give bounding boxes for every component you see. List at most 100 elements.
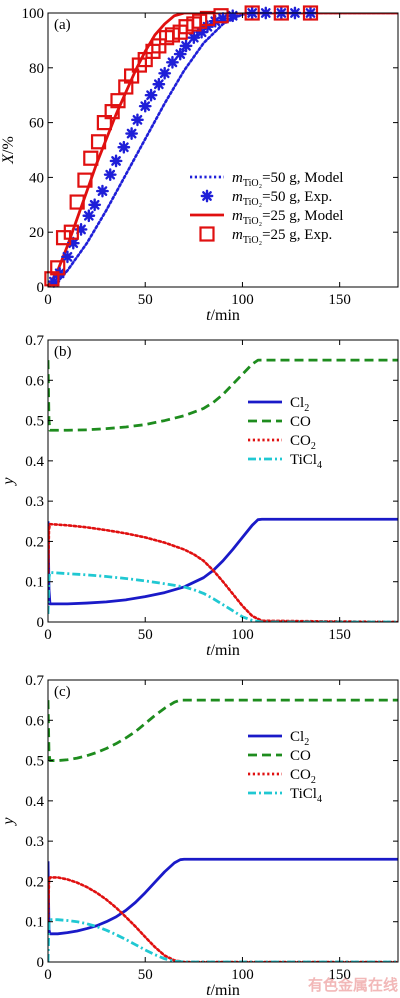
series-co-line xyxy=(48,698,398,762)
legend-label: mTiO₂=50 g, Model xyxy=(232,170,343,189)
series-m-tio2-50-g-model-line xyxy=(48,13,398,287)
legend-label: CO2 xyxy=(290,433,316,452)
legend-item: Cl2 xyxy=(248,729,309,748)
legend-item: mTiO₂=50 g, Model xyxy=(190,170,343,189)
series-m-tio2-25-g-exp-point xyxy=(96,114,112,131)
legend-label: Cl2 xyxy=(290,729,309,748)
y-tick-label: 0.3 xyxy=(25,834,44,850)
y-tick-label: 0.4 xyxy=(25,794,44,810)
series-m-tio2-50-g-exp-point xyxy=(173,47,187,61)
legend-item: CO2 xyxy=(248,767,316,786)
x-tick-label: 50 xyxy=(138,292,153,308)
legend-label-sub: 2 xyxy=(304,737,309,748)
legend-label: CO xyxy=(290,748,311,764)
y-tick-label: 0.5 xyxy=(25,754,44,770)
chart-panel-b: 0 50 100 150 0 0.1 0.2 0.3 0.4 0.5 0.6 0.7 (b) t/min y… xyxy=(0,333,399,659)
legend-label-sub: 2 xyxy=(304,403,309,414)
series-m-tio2-50-g-exp-point xyxy=(109,154,123,168)
legend-item: CO2 xyxy=(248,433,316,452)
legend-label-sub: TiO₂ xyxy=(243,235,262,246)
legend-label-main: Cl xyxy=(290,395,304,411)
x-tick-label: 150 xyxy=(328,967,351,983)
series-m-tio2-50-g-exp-point xyxy=(166,55,179,69)
y-tick-label: 0 xyxy=(37,955,45,971)
panel-label: (a) xyxy=(54,17,71,33)
y-tick-label: 60 xyxy=(29,116,44,132)
panel-label: (b) xyxy=(54,344,72,360)
x-axis-label-var: t xyxy=(206,642,211,659)
x-tick-label: 50 xyxy=(138,627,153,643)
series-m-tio2-25-g-exp-point xyxy=(137,51,153,68)
legend-label-rest: =25 g, Model xyxy=(262,208,343,224)
series-cl2-line xyxy=(48,517,398,606)
y-tick-label: 100 xyxy=(22,6,45,22)
series-m-tio2-25-g-exp-point xyxy=(151,38,167,54)
legend-label: mTiO₂=25 g, Model xyxy=(232,208,343,227)
legend-label: CO xyxy=(290,414,311,430)
y-tick-label: 80 xyxy=(29,61,44,77)
chart-panel-a: 0 50 100 150020406080100(a)t/minX/%mTiO₂=50… xyxy=(0,5,399,324)
legend-label-sub: 4 xyxy=(317,460,322,471)
legend-label-sub: TiO₂ xyxy=(243,197,262,208)
legend-swatch xyxy=(200,189,214,203)
y-axis-label-var: y xyxy=(0,817,17,827)
y-axis-label-unit: /% xyxy=(0,136,17,154)
x-axis-label-unit: /min xyxy=(211,307,240,324)
legend-item: TiCl4 xyxy=(248,786,322,805)
legend-item: mTiO₂=25 g, Exp. xyxy=(199,226,332,246)
legend-label-main: m xyxy=(232,208,243,224)
series-m-tio2-25-g-exp-point xyxy=(164,27,181,43)
legend-label-sub: 2 xyxy=(311,441,316,452)
legend-label-rest: =50 g, Model xyxy=(262,170,343,186)
legend-label-sub: TiO₂ xyxy=(243,216,262,227)
y-tick-label: 0 xyxy=(37,280,45,296)
legend-label-rest: =25 g, Exp. xyxy=(262,227,332,243)
y-tick-label: 40 xyxy=(29,170,44,186)
y-tick-label: 0.2 xyxy=(25,534,44,550)
legend-label-main: CO xyxy=(290,414,311,430)
legend-item: CO xyxy=(248,414,311,430)
series-m-tio2-50-g-exp-point xyxy=(158,66,172,80)
legend-label-sub: 4 xyxy=(317,794,322,805)
watermark: 有色金属在线 xyxy=(308,976,398,994)
x-tick-label: 150 xyxy=(328,292,351,308)
legend-label-main: m xyxy=(232,189,243,205)
legend-label-main: CO xyxy=(290,433,311,449)
series-m-tio2-25-g-exp-point xyxy=(50,260,66,276)
legend-label: mTiO₂=50 g, Exp. xyxy=(232,189,332,208)
x-axis-label-unit: /min xyxy=(211,642,240,659)
y-axis-label-var: y xyxy=(0,477,17,487)
x-axis-label: t/min xyxy=(206,982,240,998)
series-m-tio2-50-g-exp-point xyxy=(96,184,109,198)
series-m-tio2-50-g-exp-point xyxy=(61,250,74,264)
legend-label-rest: =50 g, Exp. xyxy=(262,189,332,205)
legend-item: mTiO₂=50 g, Exp. xyxy=(200,189,332,208)
series-m-tio2-50-g-exp-point xyxy=(187,31,201,45)
series-ticl4-line xyxy=(48,571,398,622)
series-m-tio2-50-g-exp-point xyxy=(152,77,166,91)
legend-label: Cl2 xyxy=(290,395,309,414)
legend-label-sub: TiO₂ xyxy=(243,178,262,189)
series-ticl4-line xyxy=(48,918,398,962)
legend-label-main: TiCl xyxy=(290,786,317,802)
series-co-line xyxy=(48,358,398,432)
series-m-tio2-50-g-exp-point xyxy=(138,99,152,113)
y-tick-label: 0.1 xyxy=(25,915,44,931)
plot-frame xyxy=(47,12,399,288)
legend-swatch xyxy=(199,226,215,242)
chart-panel-c: 0 50 100 150 0 0.1 0.2 0.3 0.4 0.5 0.6 0.7 (c) t/min y… xyxy=(0,673,399,998)
x-tick-label: 0 xyxy=(44,967,52,983)
y-tick-label: 0.3 xyxy=(25,494,44,510)
series-m-tio2-25-g-exp-point xyxy=(63,224,79,240)
series-m-tio2-50-g-exp-point xyxy=(125,127,139,140)
series-m-tio2-25-g-exp-point xyxy=(124,68,140,84)
y-tick-label: 0.4 xyxy=(25,454,44,470)
series-m-tio2-25-g-model-line xyxy=(48,13,398,287)
y-tick-label: 0.6 xyxy=(25,713,44,729)
y-tick-label: 0.2 xyxy=(25,874,44,890)
y-tick-label: 0.7 xyxy=(25,673,44,689)
series-m-tio2-25-g-exp-point xyxy=(69,194,85,210)
